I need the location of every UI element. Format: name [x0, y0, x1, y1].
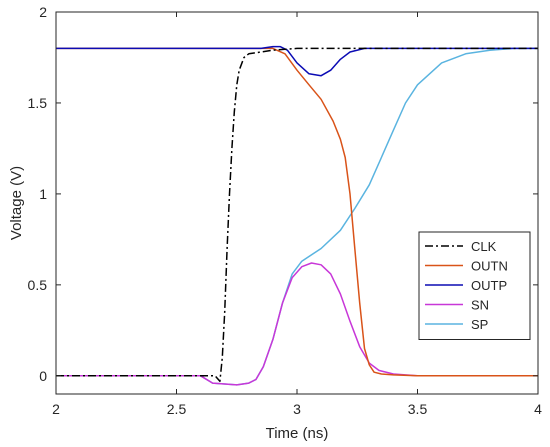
- series-line-clk: [56, 47, 538, 383]
- x-tick-label: 3: [293, 401, 301, 417]
- x-tick-label: 3.5: [408, 401, 428, 417]
- legend: CLK OUTN OUTP SN SP: [418, 231, 531, 340]
- x-tick-label: 4: [534, 401, 542, 417]
- y-tick-label: 1: [39, 186, 47, 202]
- legend-label-sp: SP: [471, 317, 488, 332]
- y-axis-title: Voltage (V): [8, 166, 25, 240]
- legend-label-clk: CLK: [471, 239, 497, 254]
- series-line-sn: [56, 262, 538, 386]
- legend-label-outp: OUTP: [471, 278, 507, 293]
- legend-label-outn: OUTN: [471, 259, 508, 274]
- x-axis-title: Time (ns): [266, 425, 329, 442]
- y-tick-label: 0.5: [28, 277, 48, 293]
- y-tick-label: 0: [39, 368, 47, 384]
- y-tick-label: 2: [39, 4, 47, 20]
- series-curves: [56, 45, 538, 386]
- x-tick-label: 2.5: [167, 401, 187, 417]
- series-line-outn: [56, 47, 538, 377]
- y-tick-label: 1.5: [28, 95, 48, 111]
- axis-ticks: 2 2.5 3 3.5 4 0 0.5 1 1.5 2: [28, 4, 543, 417]
- legend-label-sn: SN: [471, 298, 489, 313]
- x-tick-label: 2: [52, 401, 60, 417]
- series-line-outp: [56, 45, 538, 77]
